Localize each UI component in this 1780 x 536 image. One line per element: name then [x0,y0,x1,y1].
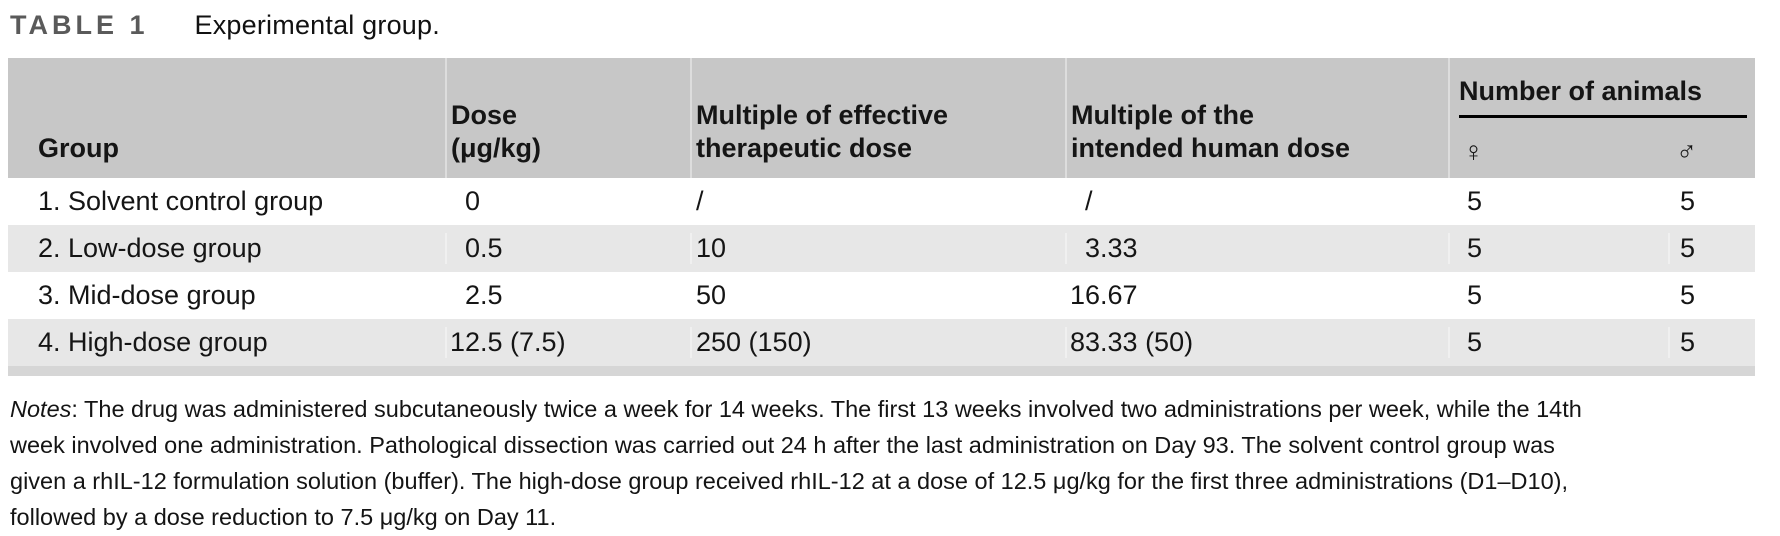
notes-line-4: followed by a dose reduction to 7.5 μg/k… [10,504,557,530]
cell-female-count: 5 [1448,280,1668,311]
col-header-number-of-animals: Number of animals ♀ ♂ [1448,58,1755,178]
table-row-mid-dose: 3. Mid-dose group 2.5 50 16.67 5 5 [8,272,1755,319]
table-header-row: Group Dose (μg/kg) Multiple of effective… [8,58,1755,178]
cell-multiple-effective: 250 (150) [690,327,1065,358]
cell-male-count: 5 [1668,233,1755,264]
cell-dose: 12.5 (7.5) [445,327,690,358]
notes-label: Notes [10,396,72,422]
col-header-multiple-human-line2: intended human dose [1071,133,1351,163]
notes-line-3: given a rhIL-12 formulation solution (bu… [10,468,1568,494]
col-header-dose: Dose (μg/kg) [445,58,690,178]
col-header-multiple-human: Multiple of the intended human dose [1065,58,1448,178]
notes-line-2: week involved one administration. Pathol… [10,432,1555,458]
female-symbol: ♀ [1463,136,1484,167]
experimental-group-table: Group Dose (μg/kg) Multiple of effective… [8,58,1755,376]
cell-female-count: 5 [1448,327,1668,358]
table-title-row: TABLE 1 Experimental group. [10,10,1780,41]
cell-multiple-human: / [1065,186,1448,217]
number-of-animals-label: Number of animals [1459,76,1703,106]
cell-female-count: 5 [1448,186,1668,217]
table-caption: Experimental group. [194,10,440,40]
cell-multiple-effective: / [690,186,1065,217]
cell-dose: 2.5 [445,280,690,311]
table-number-label: TABLE 1 [10,10,149,40]
cell-multiple-effective: 50 [690,280,1065,311]
cell-male-count: 5 [1668,280,1755,311]
cell-group: 2. Low-dose group [38,233,262,263]
cell-dose: 0 [445,186,690,217]
cell-multiple-human: 16.67 [1065,280,1448,311]
notes-line-1-text: : The drug was administered subcutaneous… [71,396,1582,422]
col-header-multiple-effective: Multiple of effective therapeutic dose [690,58,1065,178]
cell-female-count: 5 [1448,233,1668,264]
col-header-group-label: Group [38,133,119,163]
cell-multiple-human: 3.33 [1065,233,1448,264]
male-symbol: ♂ [1676,136,1697,167]
col-header-dose-line1: Dose [451,100,518,130]
table-row-high-dose: 4. High-dose group 12.5 (7.5) 250 (150) … [8,319,1755,366]
table-notes: Notes: The drug was administered subcuta… [10,391,1770,535]
col-header-dose-line2: (μg/kg) [451,133,542,163]
cell-group: 4. High-dose group [38,327,268,357]
cell-male-count: 5 [1668,186,1755,217]
table-row-solvent-control: 1. Solvent control group 0 / / 5 5 [8,178,1755,225]
sex-subheader-row: ♀ ♂ [1459,135,1747,168]
col-header-multiple-human-line1: Multiple of the [1071,100,1254,130]
cell-group: 3. Mid-dose group [38,280,256,310]
col-header-group: Group [8,58,445,178]
cell-group: 1. Solvent control group [38,186,324,216]
col-header-multiple-effective-line1: Multiple of effective [696,100,949,130]
col-header-multiple-effective-line2: therapeutic dose [696,133,913,163]
cell-multiple-effective: 10 [690,233,1065,264]
notes-line-1: Notes: The drug was administered subcuta… [10,391,1770,427]
cell-dose: 0.5 [445,233,690,264]
table-row-low-dose: 2. Low-dose group 0.5 10 3.33 5 5 [8,225,1755,272]
cell-male-count: 5 [1668,327,1755,358]
table-bottom-border [8,366,1755,376]
cell-multiple-human: 83.33 (50) [1065,327,1448,358]
number-of-animals-underline [1459,115,1747,118]
